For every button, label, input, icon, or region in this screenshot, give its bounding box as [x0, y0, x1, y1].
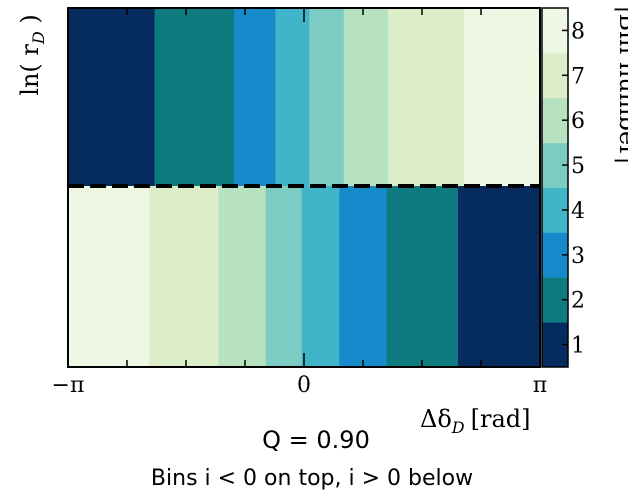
colorbar-tick-label: 7 — [571, 64, 585, 89]
bottom-bin-8 — [68, 186, 150, 367]
top-half-bins — [68, 8, 541, 186]
colorbar-label: |Bin number| — [613, 5, 628, 164]
top-bin-3 — [234, 8, 276, 186]
colorbar-tick-label: 8 — [571, 19, 585, 44]
bottom-bin-3 — [339, 186, 388, 367]
top-bin-6 — [343, 8, 389, 186]
top-bin-1 — [68, 8, 156, 186]
top-bin-8 — [464, 8, 541, 186]
top-bin-2 — [154, 8, 235, 186]
colorbar-tick-label: 6 — [571, 109, 585, 134]
bottom-bin-1 — [457, 186, 541, 367]
bottom-bin-6 — [218, 186, 267, 367]
colorbar — [541, 7, 569, 368]
q-annotation: Q = 0.90 — [262, 426, 370, 454]
top-bin-4 — [275, 8, 310, 186]
colorbar-frame — [541, 7, 569, 368]
colorbar-tick-label: 3 — [571, 244, 585, 269]
x-tick-label: 0 — [297, 373, 311, 398]
colorbar-tick-label: 2 — [571, 289, 585, 314]
colorbar-tick-label: 4 — [571, 199, 585, 224]
x-tick-label: −π — [52, 373, 85, 398]
x-axis-ticks: −π 0 π — [52, 8, 547, 398]
x-tick-label: π — [533, 373, 547, 398]
bottom-bin-4 — [301, 186, 340, 367]
caption: Bins i < 0 on top, i > 0 below — [151, 466, 473, 491]
colorbar-tick-label: 1 — [571, 334, 585, 359]
top-bin-7 — [388, 8, 465, 186]
bottom-bin-5 — [265, 186, 303, 367]
x-axis-label: ΔδD [rad] — [420, 405, 530, 437]
colorbar-ticks: 1 2 3 4 5 6 7 8 — [562, 19, 585, 359]
bottom-bin-7 — [149, 186, 219, 367]
bottom-half-bins — [68, 186, 541, 367]
y-axis-label: ln( rD ) — [16, 14, 48, 95]
colorbar-tick-label: 5 — [571, 154, 585, 179]
bottom-bin-2 — [386, 186, 459, 367]
top-bin-5 — [309, 8, 345, 186]
